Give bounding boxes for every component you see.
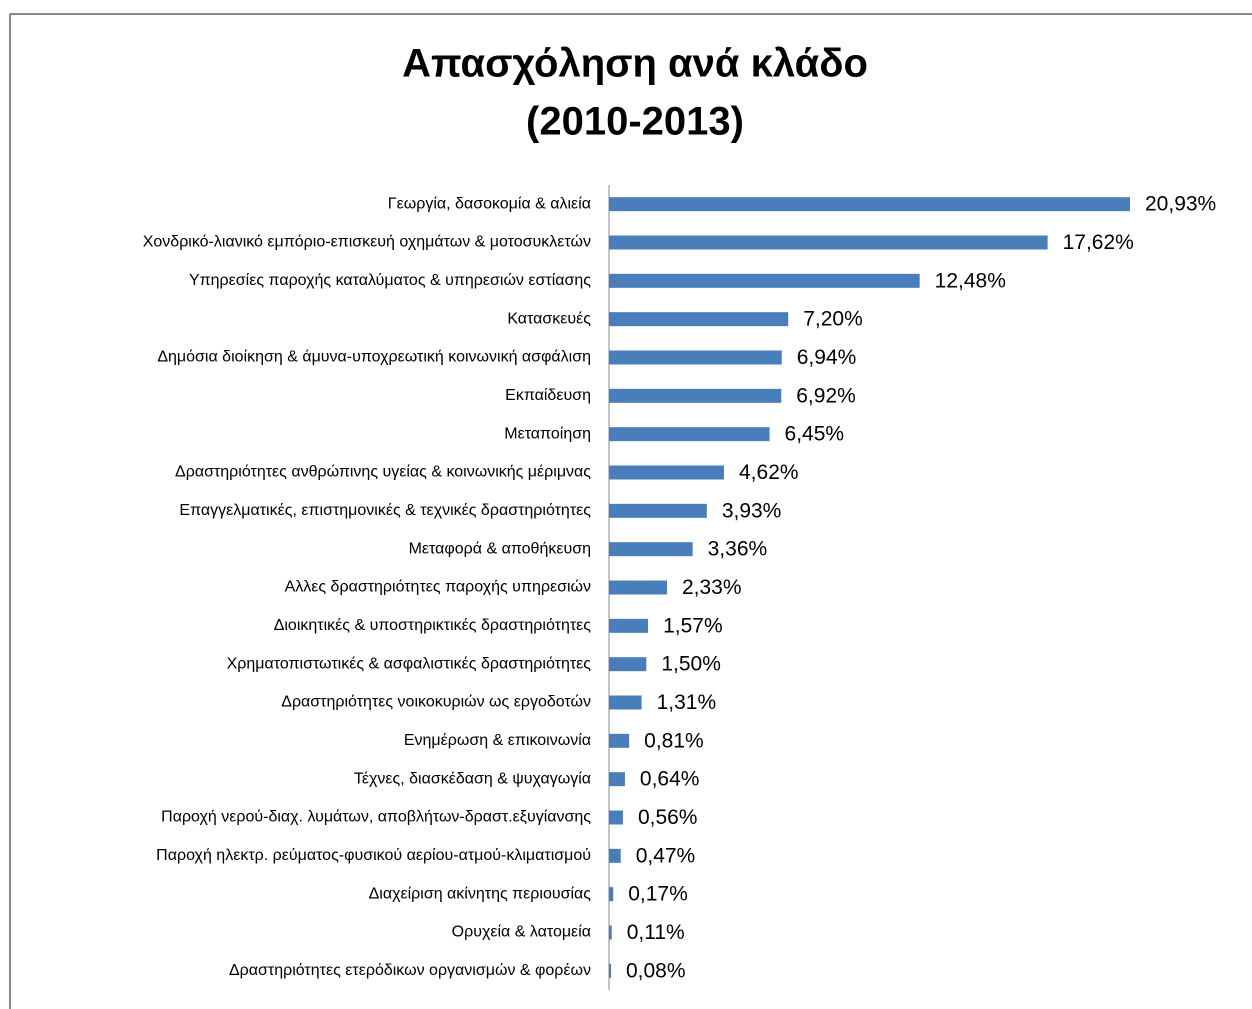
value-label: 0,81% [644, 729, 704, 752]
category-label: Δραστηριότητες ετερόδικων οργανισμών & φ… [229, 962, 591, 979]
category-label: Παροχή νερού-διαχ. λυμάτων, αποβλήτων-δρ… [161, 809, 591, 826]
category-label: Ενημέρωση & επικοινωνία [404, 732, 591, 749]
value-label: 0,56% [638, 806, 698, 829]
value-label: 2,33% [682, 576, 742, 599]
category-label: Χρηματοπιστωτικές & ασφαλιστικές δραστηρ… [227, 655, 592, 672]
value-label: 12,48% [935, 269, 1006, 292]
bar [609, 465, 725, 480]
bar [609, 542, 693, 557]
value-label: 6,45% [785, 423, 845, 446]
category-label: Διαχείριση ακίνητης περιουσίας [369, 885, 592, 902]
bar [609, 963, 611, 978]
bar [609, 388, 782, 403]
bar [609, 580, 667, 595]
category-label: Γεωργία, δασοκομία & αλιεία [388, 195, 591, 212]
bar [609, 503, 707, 518]
bar [609, 772, 625, 787]
value-label: 1,57% [663, 614, 723, 637]
bar [609, 925, 612, 940]
category-label: Αλλες δραστηριότητες παροχής υπηρεσιών [285, 579, 591, 596]
bar [609, 235, 1048, 250]
value-label: 6,92% [796, 384, 856, 407]
category-label: Εκπαίδευση [505, 387, 591, 404]
value-label: 0,17% [628, 883, 688, 906]
category-label: Χονδρικό-λιανικό εμπόριο-επισκευή οχημάτ… [143, 234, 591, 251]
value-label: 3,93% [722, 499, 782, 522]
bar [609, 197, 1130, 212]
chart-subtitle: (2010-2013) [526, 100, 744, 144]
category-label: Ορυχεία & λατομεία [452, 924, 591, 941]
value-label: 1,31% [657, 691, 717, 714]
category-label: Διοικητικές & υποστηρικτικές δραστηριότη… [274, 617, 592, 634]
value-label: 0,08% [626, 959, 686, 982]
value-label: 0,47% [636, 844, 696, 867]
category-label: Επαγγελματικές, επιστημονικές & τεχνικές… [179, 502, 591, 519]
value-label: 20,93% [1145, 193, 1216, 216]
bar [609, 848, 621, 863]
chart-title: Απασχόληση ανά κλάδο [402, 42, 868, 86]
bar [609, 695, 642, 710]
category-label: Μεταφορά & αποθήκευση [409, 540, 591, 557]
category-label: Δραστηριότητες ανθρώπινης υγείας & κοινω… [175, 464, 591, 481]
category-label: Μεταποίηση [504, 425, 591, 442]
value-label: 7,20% [803, 308, 863, 331]
bar [609, 887, 614, 902]
bar [609, 733, 630, 748]
value-label: 6,94% [797, 346, 857, 369]
bar [609, 427, 770, 442]
value-label: 4,62% [739, 461, 799, 484]
bar [609, 273, 920, 288]
value-label: 3,36% [708, 538, 768, 561]
bar [609, 350, 782, 365]
value-label: 0,11% [627, 921, 685, 944]
category-label: Κατασκευές [507, 310, 591, 327]
bar [609, 312, 789, 327]
value-label: 0,64% [640, 768, 700, 791]
category-label: Τέχνες, διασκέδαση & ψυχαγωγία [354, 770, 591, 787]
value-label: 17,62% [1063, 231, 1134, 254]
category-label: Υπηρεσίες παροχής καταλύματος & υπηρεσιώ… [189, 272, 591, 289]
category-label: Δραστηριότητες νοικοκυριών ως εργοδοτών [281, 694, 591, 711]
value-label: 1,50% [661, 653, 721, 676]
category-label: Παροχή ηλεκτρ. ρεύματος-φυσικού αερίου-α… [156, 847, 591, 864]
bar [609, 657, 647, 672]
bar [609, 618, 649, 633]
bar [609, 810, 623, 825]
category-label: Δημόσια διοίκηση & άμυνα-υποχρεωτική κοι… [157, 349, 591, 366]
